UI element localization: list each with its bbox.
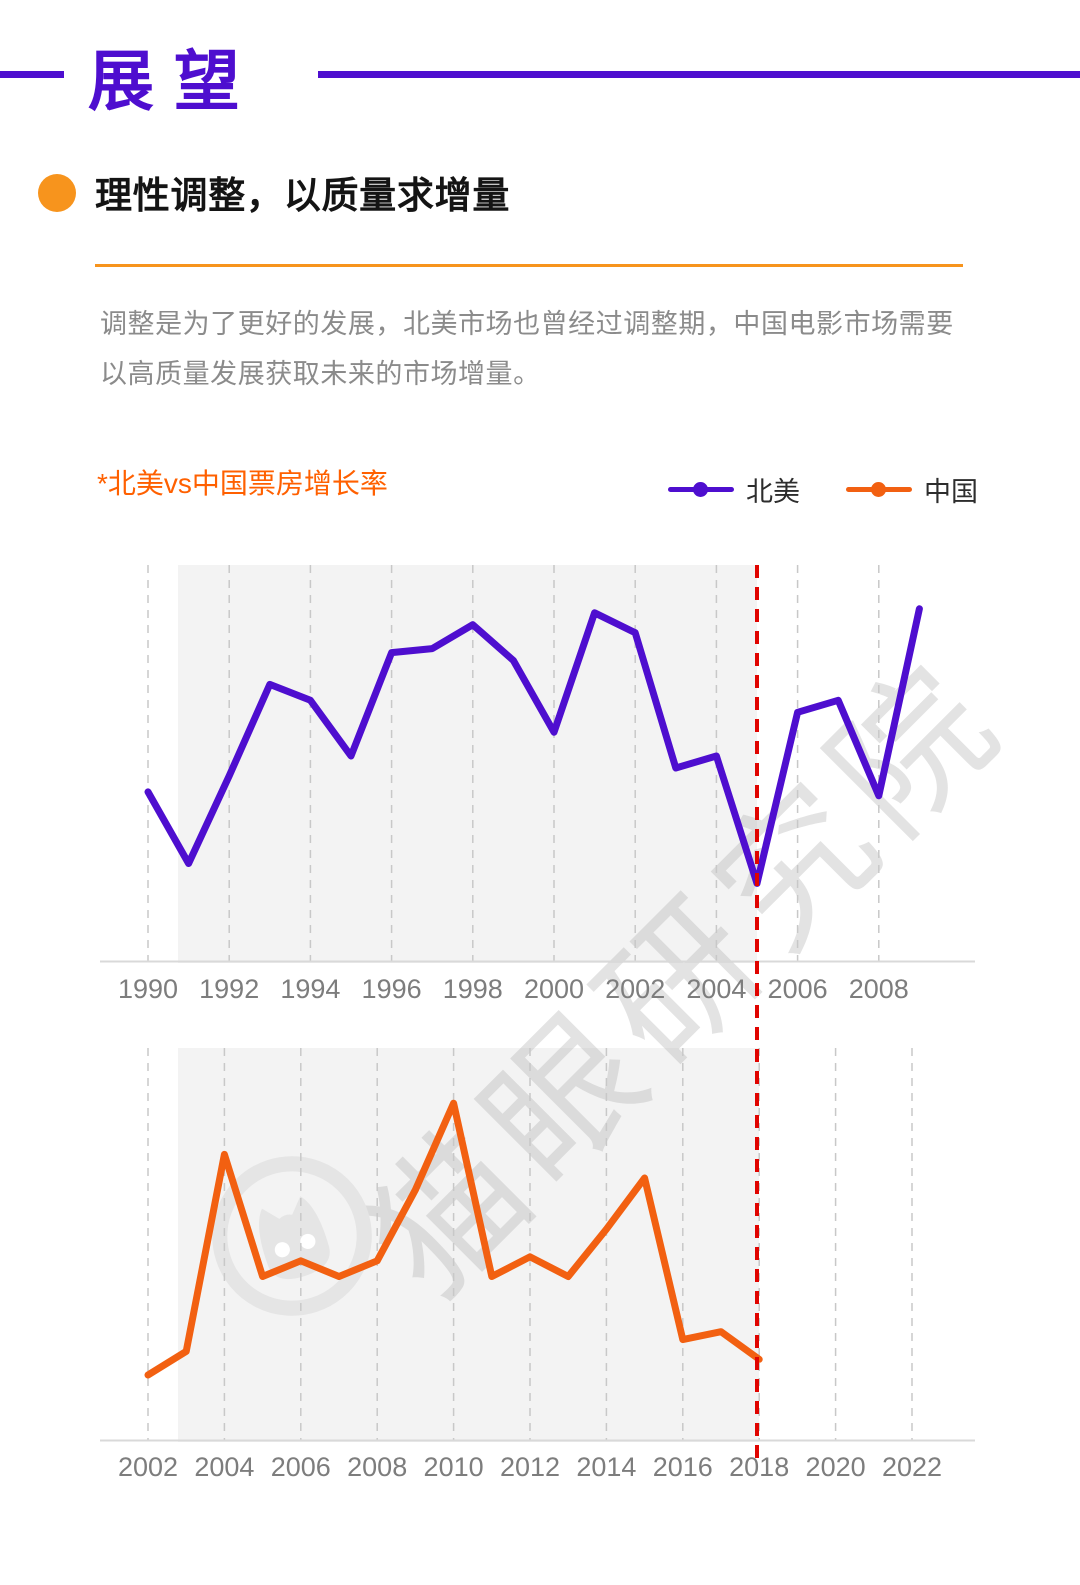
legend-dot-china-icon xyxy=(871,482,886,497)
north-america-series-line xyxy=(144,605,923,887)
x-tick-label: 2012 xyxy=(499,1452,561,1482)
section-body-text: 调整是为了更好的发展，北美市场也曾经过调整期，中国电影市场需要以高质量发展获取未… xyxy=(100,309,954,389)
chart-legend: 北美 中国 xyxy=(668,470,978,509)
legend-item-china: 中国 xyxy=(846,470,978,509)
x-tick-label: 2008 xyxy=(848,974,909,1004)
title-rule-right xyxy=(318,71,1080,78)
x-tick-label: 1996 xyxy=(361,974,422,1004)
section-heading: 理性调整，以质量求增量 xyxy=(95,175,511,216)
section-divider xyxy=(95,264,963,267)
na-growth-line-chart xyxy=(100,565,975,963)
x-tick-label: 2008 xyxy=(347,1452,408,1482)
legend-label-china: 中国 xyxy=(924,477,978,507)
x-tick-label: 1998 xyxy=(442,974,503,1004)
x-tick-label: 2002 xyxy=(117,1452,179,1482)
legend-line-china-icon xyxy=(846,482,912,497)
x-tick-label: 2020 xyxy=(805,1452,866,1482)
x-tick-label: 2002 xyxy=(605,974,666,1004)
x-tick-label: 2000 xyxy=(523,974,585,1004)
title-rule-left xyxy=(0,71,64,78)
x-tick-label: 2006 xyxy=(767,974,828,1004)
x-tick-label: 1992 xyxy=(199,974,260,1004)
china-chart-x-axis: 2002 2004 2006 2008 2010 2012 2014 2016 2018 2020… xyxy=(100,1452,980,1486)
x-tick-label: 2022 xyxy=(881,1452,943,1482)
na-chart-x-axis: 1990 1992 1994 1996 1998 2000 2002 2004 2006 2008 xyxy=(100,974,980,1008)
x-tick-label: 2006 xyxy=(270,1452,331,1482)
section-bullet-icon xyxy=(38,174,76,212)
legend-line-na-icon xyxy=(668,482,734,497)
maoyan-logo-watermark-icon xyxy=(212,1156,372,1316)
x-tick-label: 2004 xyxy=(686,974,747,1004)
chart-title: *北美vs中国票房增长率 xyxy=(97,468,388,499)
x-tick-label: 1994 xyxy=(280,974,341,1004)
x-tick-label: 1990 xyxy=(117,974,179,1004)
china-series-line xyxy=(144,1099,763,1379)
page-title: 展望 xyxy=(88,44,260,118)
legend-label-na: 北美 xyxy=(746,477,800,507)
china-growth-line-chart xyxy=(100,1048,975,1442)
x-tick-label: 2010 xyxy=(423,1452,484,1482)
x-tick-label: 2004 xyxy=(194,1452,255,1482)
highlight-divider-line xyxy=(755,565,759,1467)
x-tick-label: 2018 xyxy=(729,1452,790,1482)
x-tick-label: 2016 xyxy=(652,1452,713,1482)
legend-dot-na-icon xyxy=(693,482,708,497)
legend-item-north-america: 北美 xyxy=(668,470,800,509)
x-tick-label: 2014 xyxy=(576,1452,637,1482)
